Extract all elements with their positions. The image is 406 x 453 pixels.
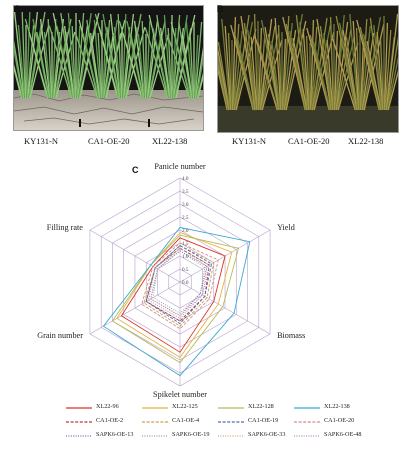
radar-tick-label: 1.5	[182, 241, 189, 247]
radar-axis-label: Spikelet number	[153, 390, 207, 399]
radar-axis-label: Biomass	[277, 331, 305, 340]
radar-series-sapk6-oe-33	[150, 247, 208, 317]
rice-plants-seedling-photo	[14, 6, 203, 130]
radar-axis-label: Yield	[277, 223, 295, 232]
legend-item: XL22-128	[218, 403, 298, 414]
radar-series-xl22-138	[102, 226, 251, 377]
legend-label: XL22-128	[248, 403, 274, 410]
legend-label: SAPK6-OE-33	[248, 431, 286, 438]
radar-tick-label: 0.5	[182, 267, 189, 273]
radar-tick-label: 0.0	[182, 280, 189, 286]
legend-item: SAPK6-OE-13	[66, 431, 146, 442]
legend-item: XL22-96	[66, 403, 146, 414]
panel-letter-b: B	[217, 4, 224, 14]
legend-swatch	[218, 421, 244, 423]
radar-spoke	[89, 281, 181, 335]
radar-tick-label: 2.5	[182, 215, 189, 221]
chart-legend: XL22-96 XL22-125 XL22-128 XL22-138 CA1-OE-2 C…	[66, 403, 366, 447]
panel-b-label-xl22138: XL22-138	[348, 136, 384, 146]
legend-label: CA1-OE-20	[324, 417, 355, 424]
radar-series-ca1-oe-4	[143, 245, 215, 327]
legend-item: CA1-OE-20	[294, 417, 374, 428]
legend-label: XL22-125	[172, 403, 198, 410]
legend-item: XL22-125	[142, 403, 222, 414]
legend-item: SAPK6-OE-48	[294, 431, 374, 442]
radar-series-sapk6-oe-48	[147, 247, 210, 319]
legend-swatch	[294, 421, 320, 423]
radar-axis-label: Filling rate	[47, 223, 84, 232]
panel-letter-a: A	[14, 4, 21, 14]
radar-tick-label: 3.5	[182, 189, 189, 195]
radar-tick-label: 3.0	[182, 202, 189, 208]
legend-item: SAPK6-OE-33	[218, 431, 298, 442]
legend-swatch	[142, 421, 168, 423]
legend-label: XL22-96	[96, 403, 119, 410]
photo-panel-b	[217, 5, 399, 133]
panel-a-label-ca1oe20: CA1-OE-20	[88, 136, 130, 146]
legend-swatch	[142, 435, 168, 437]
legend-label: CA1-OE-4	[172, 417, 200, 424]
panel-b-label-ca1oe20: CA1-OE-20	[288, 136, 330, 146]
legend-swatch	[66, 435, 92, 437]
legend-label: CA1-OE-19	[248, 417, 279, 424]
legend-item: SAPK6-OE-19	[142, 431, 222, 442]
legend-item: CA1-OE-4	[142, 417, 222, 428]
panel-b-label-ky131n: KY131-N	[232, 136, 266, 146]
radar-tick-label: 2.0	[182, 228, 189, 234]
legend-label: XL22-138	[324, 403, 350, 410]
panel-a-label-xl22138: XL22-138	[152, 136, 188, 146]
legend-item: XL22-138	[294, 403, 374, 414]
legend-swatch	[218, 435, 244, 437]
radar-spoke	[179, 281, 271, 335]
legend-swatch	[218, 407, 244, 409]
rice-plants-mature-photo	[218, 6, 398, 132]
legend-swatch	[142, 407, 168, 409]
radar-tick-label: 1.0	[182, 254, 189, 260]
radar-chart: 0.0 0.5 1.0 1.5 2.0 2.5 3.0 3.5 4.0 Panicle numb…	[37, 162, 305, 399]
legend-item: CA1-OE-19	[218, 417, 298, 428]
legend-swatch	[66, 407, 92, 409]
legend-swatch	[294, 407, 320, 409]
radar-series-ca1-oe-19	[145, 245, 213, 325]
radar-axis-label: Grain number	[37, 331, 83, 340]
radar-axis-label: Panicle number	[154, 162, 205, 171]
legend-label: CA1-OE-2	[96, 417, 124, 424]
legend-swatch	[66, 421, 92, 423]
panel-letter-c: C	[132, 165, 139, 175]
photo-panel-a	[13, 5, 204, 131]
radar-tick-label: 4.0	[182, 176, 189, 182]
radar-spoke	[89, 229, 181, 283]
legend-swatch	[294, 435, 320, 437]
legend-label: SAPK6-OE-19	[172, 431, 210, 438]
panel-a-label-ky131n: KY131-N	[24, 136, 58, 146]
radar-series-ca1-oe-20	[141, 242, 219, 330]
legend-item: CA1-OE-2	[66, 417, 146, 428]
legend-label: SAPK6-OE-13	[96, 431, 134, 438]
legend-label: SAPK6-OE-48	[324, 431, 362, 438]
